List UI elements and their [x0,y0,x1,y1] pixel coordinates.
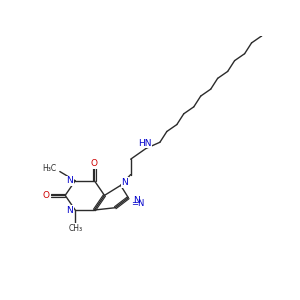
Text: HN: HN [138,139,151,148]
Text: =N: =N [131,199,145,208]
Text: N: N [133,196,140,205]
Text: O: O [43,191,50,200]
Text: N: N [66,176,73,185]
Text: O: O [91,159,98,168]
Text: CH₃: CH₃ [68,224,82,233]
Text: N: N [66,206,73,214]
Text: N: N [122,178,128,187]
Text: H₃C: H₃C [42,164,56,173]
